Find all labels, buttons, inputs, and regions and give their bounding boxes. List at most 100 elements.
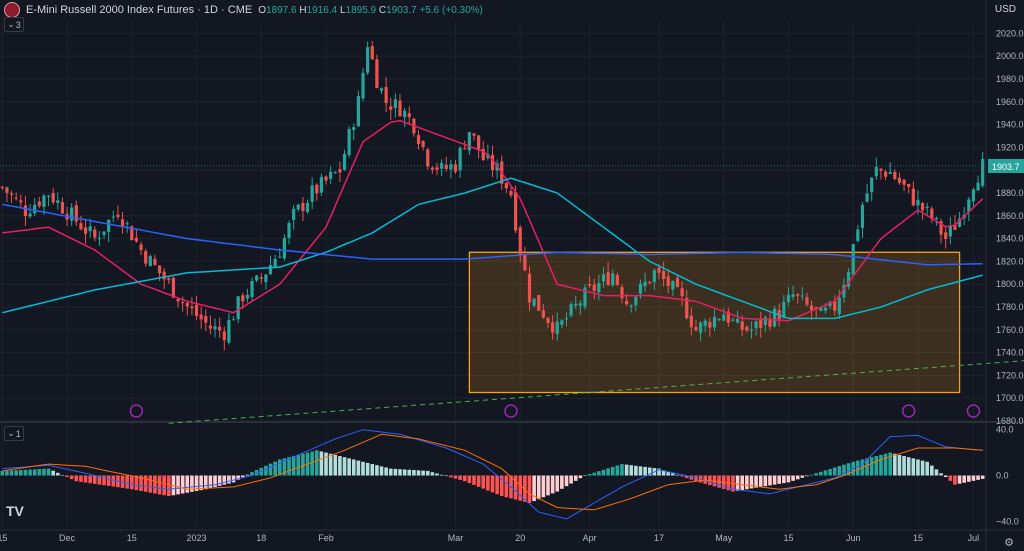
- histogram-bar: [490, 475, 495, 493]
- candle-body: [569, 304, 573, 316]
- histogram-bar: [79, 475, 83, 482]
- histogram-bar: [250, 472, 254, 476]
- candle-body: [458, 147, 462, 171]
- histogram-bar: [495, 475, 499, 495]
- histogram-bar: [499, 475, 504, 497]
- histogram-bar: [393, 468, 398, 476]
- histogram-bar: [23, 469, 28, 476]
- price-axis-label: 1840.0: [996, 234, 1024, 244]
- candle-body: [934, 217, 939, 219]
- last-price-label: 1903.7: [992, 162, 1020, 172]
- histogram-bar: [657, 468, 661, 476]
- event-marker-icon[interactable]: [129, 404, 144, 418]
- candle-body: [846, 271, 851, 287]
- candle-body: [250, 281, 254, 298]
- candle-body: [981, 158, 985, 186]
- candle-body: [144, 251, 148, 264]
- candle-body: [726, 311, 730, 323]
- candle-body: [537, 295, 541, 311]
- lightning-icon[interactable]: [966, 404, 981, 418]
- currency-label[interactable]: USD: [994, 4, 1016, 15]
- candle-body: [893, 171, 897, 179]
- trendline[interactable]: [168, 358, 1024, 424]
- histogram-bar: [943, 475, 948, 478]
- histogram-bar: [222, 475, 227, 485]
- candle-body: [967, 199, 971, 212]
- candle-body: [393, 99, 397, 109]
- main-pane-collapse-button[interactable]: ⌄ 3: [4, 17, 24, 32]
- histogram-bar: [462, 475, 467, 482]
- histogram-bar: [231, 475, 236, 483]
- candle-body: [56, 200, 60, 203]
- candle-body: [361, 72, 365, 99]
- time-axis-label: 15: [127, 533, 137, 543]
- chevron-down-icon: ⌄: [7, 19, 15, 29]
- candle-body: [601, 274, 606, 282]
- histogram-bar: [134, 475, 139, 491]
- histogram-bar: [176, 475, 180, 495]
- histogram-bar: [541, 475, 546, 498]
- histogram-bar: [51, 470, 55, 476]
- candle-body: [305, 202, 310, 213]
- histogram-bar: [120, 475, 125, 488]
- event-marker-icon[interactable]: [504, 404, 518, 418]
- candle-body: [634, 296, 638, 306]
- candle-body: [60, 202, 65, 214]
- candle-body: [324, 176, 328, 181]
- candle-body: [662, 270, 666, 280]
- candle-body: [768, 318, 772, 327]
- candle-body: [620, 287, 624, 299]
- histogram-bar: [60, 474, 65, 476]
- candle-body: [592, 284, 596, 291]
- symbol-title[interactable]: E-Mini Russell 2000 Index Futures · 1D ·…: [26, 4, 253, 16]
- candle-body: [9, 193, 14, 195]
- candle-body: [0, 186, 4, 188]
- candle-body: [167, 278, 171, 281]
- moving-average-line: [2, 119, 984, 322]
- price-axis-label: 1800.0: [996, 279, 1024, 289]
- histogram-bar: [106, 475, 111, 486]
- histogram-bar: [615, 465, 620, 476]
- chevron-down-icon: ⌄: [7, 428, 15, 438]
- histogram-bar: [458, 475, 462, 480]
- price-axis-label: 1980.0: [996, 74, 1024, 84]
- signal-line: [2, 433, 983, 511]
- event-marker-icon[interactable]: [901, 404, 916, 418]
- candle-body: [236, 296, 240, 320]
- gear-icon[interactable]: ⚙: [1004, 537, 1014, 549]
- candle-body: [842, 285, 846, 298]
- price-axis-label: 1740.0: [996, 348, 1024, 358]
- candle-body: [231, 319, 236, 321]
- candle-body: [916, 200, 920, 206]
- price-axis-label: 1720.0: [996, 370, 1024, 380]
- histogram-bar: [19, 470, 23, 476]
- candle-body: [403, 110, 407, 118]
- candle-body: [88, 226, 92, 232]
- candle-body: [490, 154, 495, 171]
- candle-body: [301, 203, 305, 212]
- candle-body: [680, 288, 684, 297]
- candle-body: [384, 87, 388, 104]
- histogram-bar: [481, 475, 486, 489]
- last-price-tag: [988, 158, 1024, 173]
- histogram-bar: [435, 473, 439, 476]
- histogram-bar: [365, 462, 370, 476]
- histogram-bar: [976, 475, 980, 480]
- candle-body: [430, 167, 434, 170]
- histogram-bar: [245, 474, 250, 476]
- candle-body: [786, 294, 791, 303]
- candle-body: [273, 258, 277, 267]
- histogram-bar: [213, 475, 217, 487]
- candle-body: [518, 227, 522, 255]
- candle-body: [657, 267, 661, 273]
- candle-body: [555, 321, 559, 335]
- histogram-bar: [786, 475, 791, 483]
- candle-body: [583, 287, 587, 307]
- sub-pane-collapse-button[interactable]: ⌄ 1: [4, 426, 24, 441]
- candle-body: [407, 113, 411, 118]
- histogram-bar: [583, 475, 587, 476]
- histogram-bar: [277, 459, 282, 476]
- histogram-bar: [217, 475, 222, 486]
- candle-body: [509, 191, 513, 196]
